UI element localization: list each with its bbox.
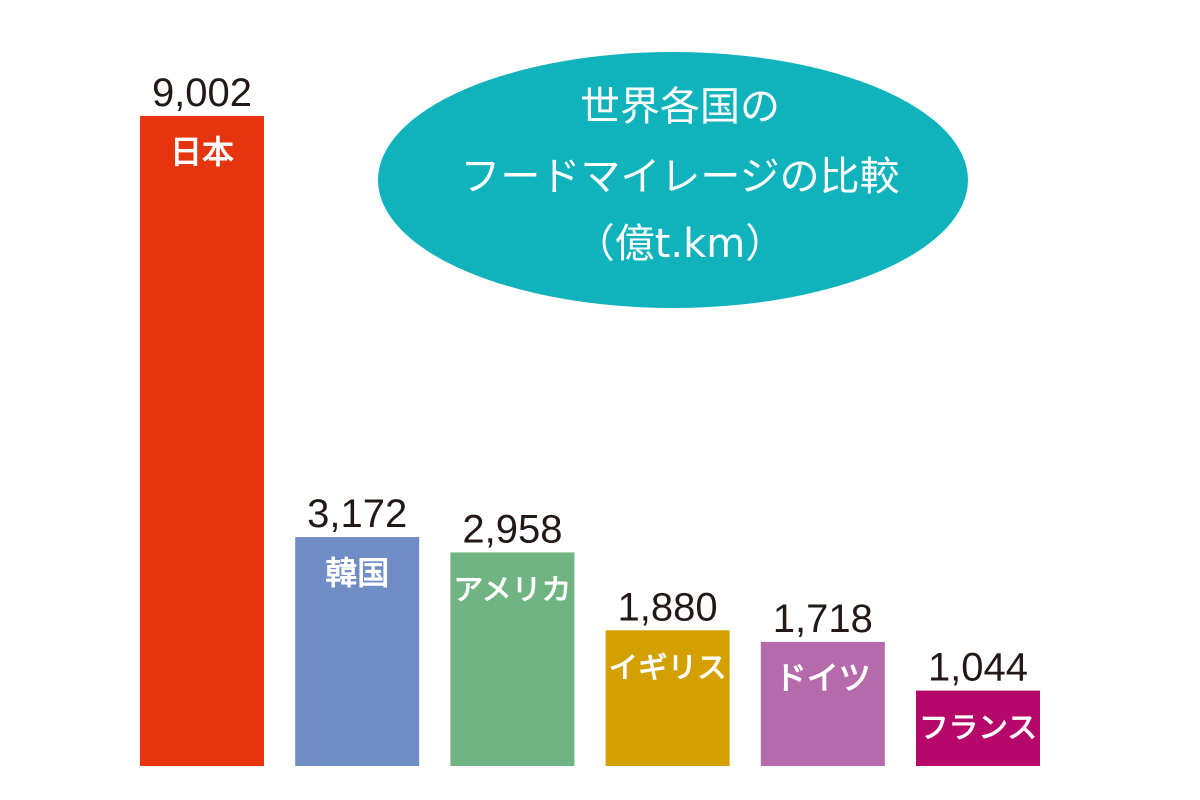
bar-value-label-0: 9,002 [152, 71, 252, 115]
bar-value-label-5: 1,044 [928, 646, 1028, 690]
bar-2 [450, 552, 575, 766]
bar-1 [295, 537, 420, 766]
bar-value-label-3: 1,880 [618, 585, 718, 629]
bar-category-label-3: イギリス [609, 650, 727, 684]
bar-value-label-2: 2,958 [462, 507, 562, 551]
chart-title-line-3: （億t.km） [575, 221, 786, 267]
chart-title-group: 世界各国の フードマイレージの比較 （億t.km） [378, 52, 968, 308]
bar-category-label-5: フランス [919, 711, 1037, 745]
bar-category-label-0: 日本 [170, 133, 234, 171]
bars-group: 9,002 日本 3,172 韓国 2,958 アメリカ 1,880 イギリス 1,718 ドイツ… [140, 71, 1040, 766]
chart-title-line-1: 世界各国の [580, 84, 780, 130]
bar-value-label-1: 3,172 [307, 492, 407, 536]
bar-value-label-4: 1,718 [773, 597, 873, 641]
bar-category-label-2: アメリカ [453, 572, 571, 606]
bar-category-label-1: 韓国 [325, 554, 389, 592]
bar-5 [916, 690, 1040, 766]
bar-0 [140, 116, 264, 766]
chart-title-line-2: フードマイレージの比較 [460, 154, 899, 200]
bar-4 [760, 641, 885, 766]
bar-category-label-4: ドイツ [775, 659, 871, 697]
bar-3 [605, 630, 730, 766]
title-ellipse [378, 52, 968, 308]
